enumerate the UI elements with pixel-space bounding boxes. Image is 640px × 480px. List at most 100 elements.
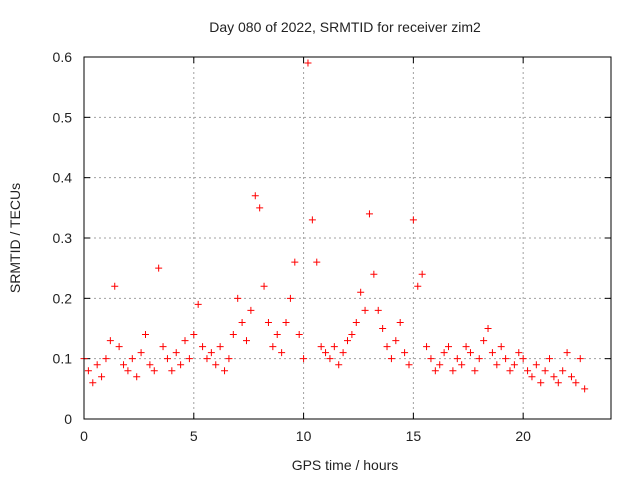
data-point: [300, 355, 308, 363]
data-point: [84, 367, 92, 375]
data-point: [458, 361, 466, 369]
data-point: [493, 361, 501, 369]
data-point: [199, 343, 207, 351]
data-point: [286, 294, 294, 302]
x-tick-label: 20: [515, 428, 531, 444]
data-point: [572, 379, 580, 387]
data-point: [537, 379, 545, 387]
chart-title: Day 080 of 2022, SRMTID for receiver zim…: [209, 19, 481, 35]
data-point: [440, 349, 448, 357]
x-axis-label: GPS time / hours: [292, 457, 399, 473]
data-point: [326, 355, 334, 363]
data-point: [554, 379, 562, 387]
y-tick-label: 0.5: [53, 109, 73, 125]
data-point: [159, 343, 167, 351]
data-point: [194, 300, 202, 308]
data-point: [515, 349, 523, 357]
data-point: [559, 367, 567, 375]
data-point: [546, 355, 554, 363]
data-point: [256, 204, 264, 212]
data-point: [203, 355, 211, 363]
y-tick-label: 0.1: [53, 351, 73, 367]
data-point: [330, 343, 338, 351]
data-point: [396, 318, 404, 326]
data-point: [581, 385, 589, 393]
data-point: [409, 216, 417, 224]
data-point: [181, 337, 189, 345]
data-point: [370, 270, 378, 278]
data-point: [506, 367, 514, 375]
x-tick-label: 15: [406, 428, 422, 444]
y-tick-label: 0.2: [53, 290, 73, 306]
data-point: [510, 361, 518, 369]
data-point: [524, 367, 532, 375]
x-tick-label: 5: [190, 428, 198, 444]
y-tick-label: 0.3: [53, 230, 73, 246]
data-point: [282, 318, 290, 326]
data-point: [532, 361, 540, 369]
data-point: [387, 355, 395, 363]
x-tick-label: 0: [80, 428, 88, 444]
data-point: [541, 367, 549, 375]
data-point: [115, 343, 123, 351]
data-point: [519, 355, 527, 363]
data-point: [264, 318, 272, 326]
data-point: [234, 294, 242, 302]
data-point: [466, 349, 474, 357]
data-point: [471, 367, 479, 375]
data-point: [392, 337, 400, 345]
data-point: [141, 331, 149, 339]
data-point: [137, 349, 145, 357]
data-point: [221, 367, 229, 375]
data-point: [313, 258, 321, 266]
data-point: [278, 349, 286, 357]
data-point: [383, 343, 391, 351]
grid-lines: [84, 57, 611, 419]
data-point: [291, 258, 299, 266]
data-point: [120, 361, 128, 369]
data-point: [93, 361, 101, 369]
data-point: [423, 343, 431, 351]
y-tick-label: 0.6: [53, 49, 73, 65]
data-point: [172, 349, 180, 357]
data-point: [212, 361, 220, 369]
data-point: [427, 355, 435, 363]
y-tick-label: 0: [64, 411, 72, 427]
data-points: [80, 59, 589, 393]
data-point: [163, 355, 171, 363]
data-point: [242, 337, 250, 345]
data-point: [484, 325, 492, 332]
data-point: [128, 355, 136, 363]
data-point: [216, 343, 224, 351]
data-point: [414, 282, 422, 290]
data-point: [111, 282, 119, 290]
data-point: [344, 337, 351, 345]
data-point: [273, 331, 281, 339]
data-point: [260, 282, 268, 290]
data-point: [348, 331, 356, 339]
data-point: [418, 270, 426, 278]
y-tick-label: 0.4: [53, 170, 73, 186]
data-point: [155, 264, 163, 272]
data-point: [431, 367, 439, 375]
data-point: [361, 306, 369, 314]
data-point: [207, 349, 215, 357]
data-point: [190, 331, 198, 339]
data-point: [146, 361, 154, 369]
data-point: [550, 373, 558, 381]
data-point: [576, 355, 584, 363]
data-point: [528, 373, 536, 381]
data-point: [304, 59, 312, 67]
data-point: [374, 306, 382, 314]
data-point: [563, 349, 571, 357]
data-point: [379, 325, 387, 332]
data-point: [98, 373, 106, 381]
data-point: [567, 373, 575, 381]
data-point: [357, 288, 365, 296]
data-point: [322, 349, 330, 357]
data-point: [89, 379, 97, 387]
data-point: [124, 367, 132, 375]
data-point: [102, 355, 110, 363]
y-axis-label: SRMTID / TECUs: [7, 183, 23, 293]
